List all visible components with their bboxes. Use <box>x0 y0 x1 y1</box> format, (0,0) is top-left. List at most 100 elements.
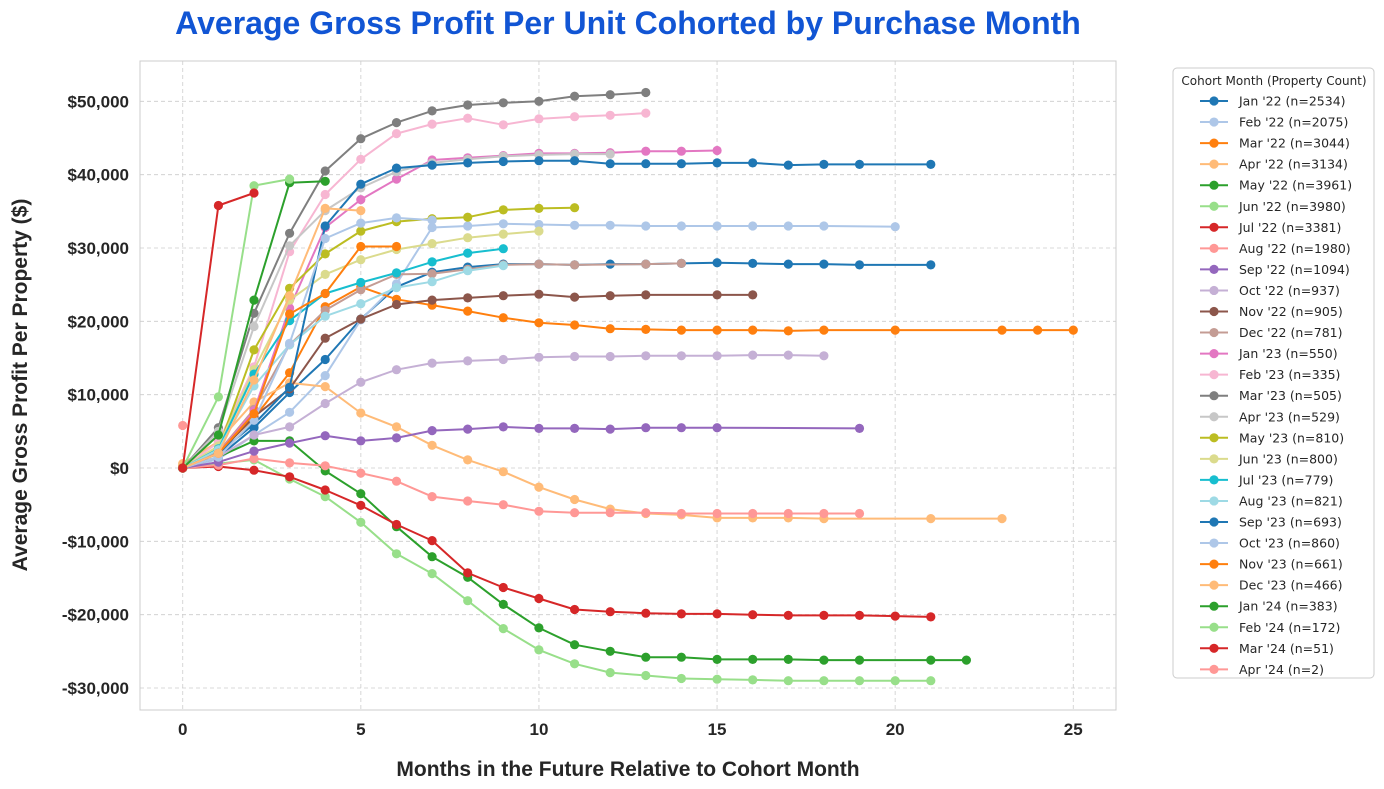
legend-entry: Mar '23 (n=505) <box>1200 388 1342 403</box>
data-point <box>320 269 330 279</box>
data-point <box>712 508 722 519</box>
data-point <box>819 259 829 269</box>
data-point <box>854 159 865 169</box>
legend-marker <box>1209 622 1219 632</box>
legend-entry: Mar '22 (n=3044) <box>1200 136 1350 151</box>
data-point <box>926 655 936 665</box>
data-point <box>356 134 366 144</box>
data-point <box>391 163 402 173</box>
data-point <box>854 260 865 270</box>
data-point <box>320 166 330 176</box>
data-point <box>463 293 473 303</box>
data-point <box>676 508 687 519</box>
data-point <box>570 659 580 669</box>
legend-entry: Nov '23 (n=661) <box>1200 557 1343 572</box>
data-point <box>819 655 829 665</box>
data-point <box>320 221 330 231</box>
data-point <box>1033 325 1043 335</box>
data-point <box>463 266 473 276</box>
data-point <box>391 476 402 486</box>
data-point <box>498 229 508 239</box>
data-point <box>570 423 580 433</box>
legend-label: Oct '23 (n=860) <box>1239 536 1340 551</box>
data-point <box>641 508 651 518</box>
legend-marker <box>1209 475 1219 485</box>
legend-entry: Sep '23 (n=693) <box>1200 515 1342 530</box>
data-point <box>748 610 758 620</box>
data-point <box>712 609 722 619</box>
data-point <box>320 398 330 409</box>
data-point <box>320 233 330 244</box>
data-point <box>890 676 900 686</box>
legend-marker <box>1209 517 1219 527</box>
data-point <box>391 549 402 559</box>
data-point <box>249 375 259 385</box>
legend: Cohort Month (Property Count) Jan '22 (n… <box>1172 67 1375 679</box>
data-point <box>570 91 580 101</box>
data-point <box>249 415 259 425</box>
data-point <box>534 352 544 362</box>
data-point <box>854 610 865 621</box>
data-point <box>534 506 544 516</box>
x-gridlines <box>182 61 1074 710</box>
data-point <box>285 338 295 348</box>
data-point <box>320 333 330 343</box>
data-point <box>391 118 402 128</box>
x-tick-label: 15 <box>708 720 727 739</box>
data-point <box>391 299 402 310</box>
data-point <box>391 213 402 223</box>
data-point <box>676 159 687 169</box>
y-gridlines <box>140 100 1116 689</box>
series-layer <box>178 87 1078 686</box>
data-point <box>570 220 580 230</box>
data-point <box>356 206 366 216</box>
data-point <box>391 129 402 139</box>
data-point <box>356 195 366 205</box>
data-point <box>249 409 259 419</box>
legend-entry: Mar '24 (n=51) <box>1200 641 1334 656</box>
data-point <box>534 623 544 633</box>
legend-marker <box>1209 496 1219 506</box>
data-point <box>926 260 936 270</box>
legend-marker <box>1209 201 1219 211</box>
legend-entry: Dec '23 (n=466) <box>1200 578 1343 593</box>
legend-entry: Aug '23 (n=821) <box>1200 493 1343 508</box>
data-point <box>463 596 473 606</box>
data-point <box>641 324 651 334</box>
data-point <box>783 508 793 519</box>
data-point <box>748 290 758 300</box>
series-27 <box>178 188 259 473</box>
data-point <box>570 351 580 362</box>
y-tick-label: -$20,000 <box>62 606 129 625</box>
series-line <box>182 457 860 515</box>
data-point <box>249 295 259 305</box>
legend-entry: Feb '23 (n=335) <box>1200 367 1340 382</box>
data-point <box>249 453 259 464</box>
legend-entry: Jan '24 (n=383) <box>1200 599 1338 614</box>
data-point <box>570 640 580 650</box>
legend-entry: Sep '22 (n=1094) <box>1200 262 1350 277</box>
data-point <box>356 468 366 478</box>
data-point <box>285 472 295 482</box>
data-point <box>498 205 508 215</box>
data-point <box>427 215 437 225</box>
data-point <box>570 508 580 518</box>
data-point <box>178 463 188 473</box>
data-point <box>427 269 437 279</box>
x-axis-ticks: 0 5 10 15 20 25 <box>178 720 1083 739</box>
data-point <box>676 325 687 335</box>
legend-marker <box>1209 349 1219 359</box>
data-point <box>498 624 508 634</box>
legend-marker <box>1209 159 1219 169</box>
data-point <box>498 244 508 254</box>
legend-entry: Apr '22 (n=3134) <box>1200 157 1348 172</box>
data-point <box>712 221 722 231</box>
legend-label: Jan '23 (n=550) <box>1238 346 1338 361</box>
series-line <box>182 206 575 469</box>
data-point <box>391 283 402 293</box>
data-point <box>498 354 508 365</box>
data-point <box>570 260 580 270</box>
legend-label: Jul '23 (n=779) <box>1238 472 1333 487</box>
data-point <box>783 610 793 621</box>
data-point <box>498 156 508 167</box>
